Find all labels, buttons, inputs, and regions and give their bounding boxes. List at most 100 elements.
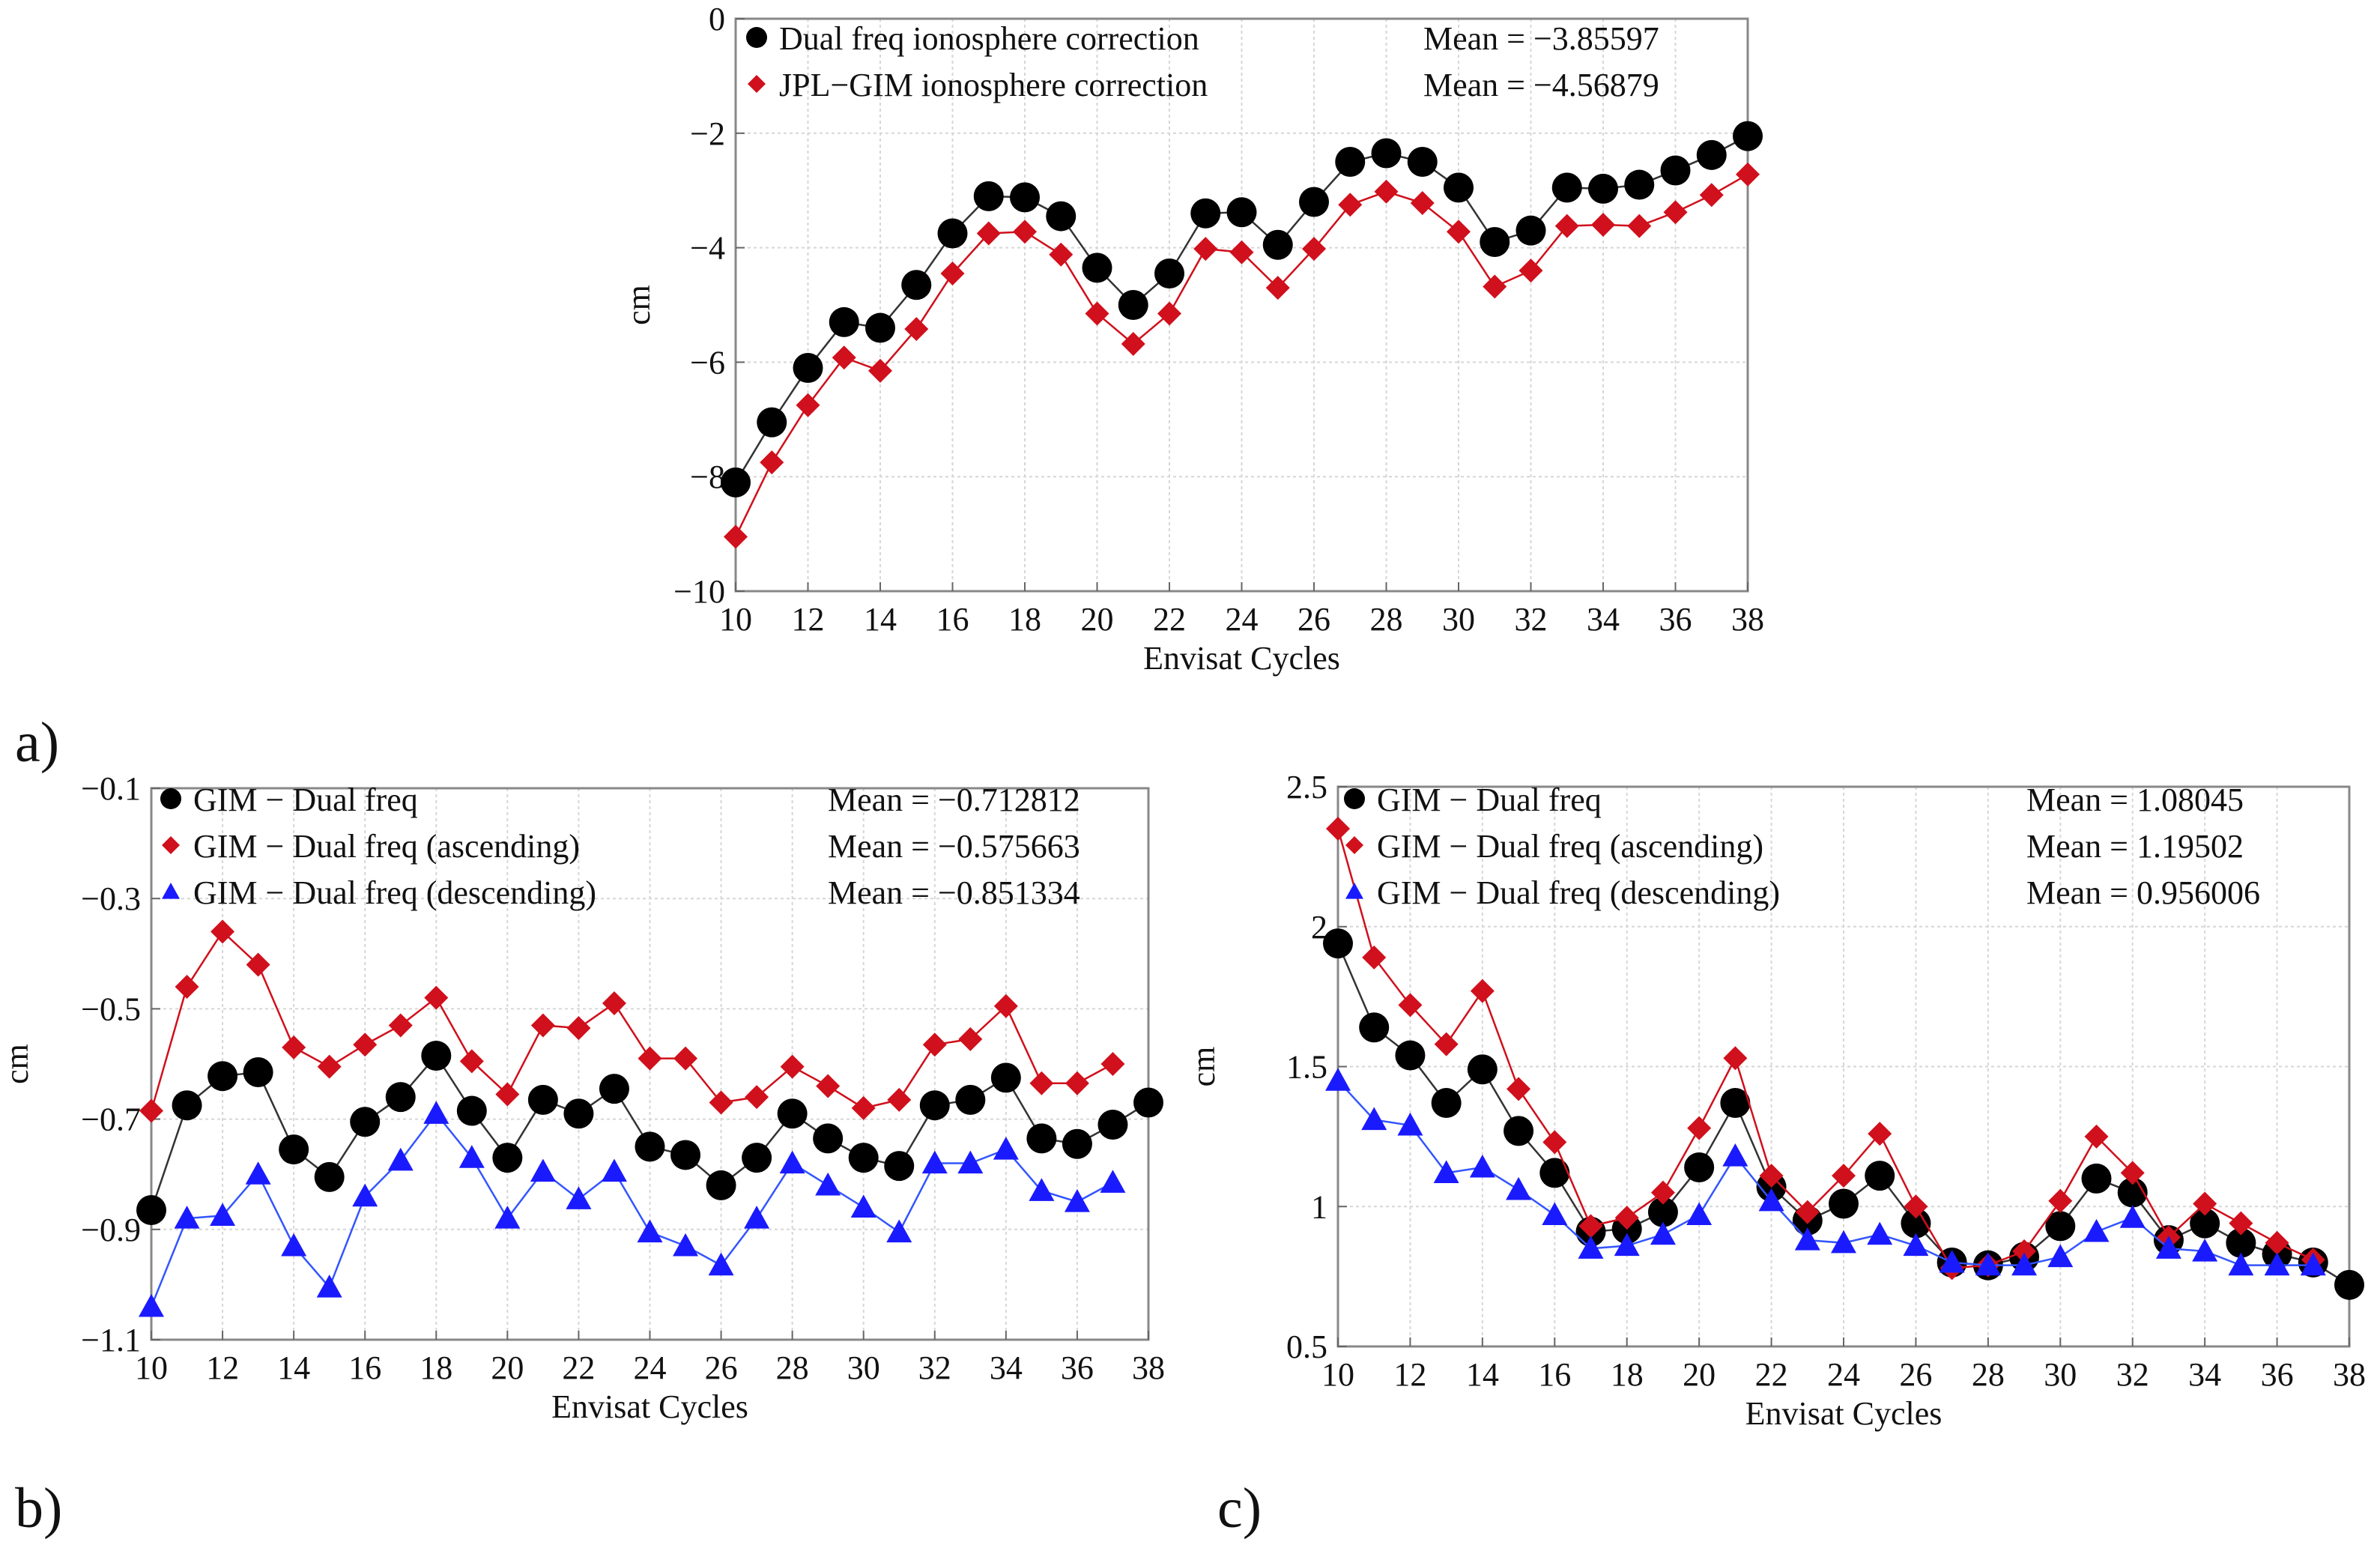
data-point-diamond	[1483, 274, 1507, 299]
data-point-diamond	[1795, 1200, 1820, 1224]
data-point-circle	[865, 312, 895, 343]
x-tick-label: 36	[1061, 1349, 1094, 1386]
data-point-diamond	[796, 393, 820, 417]
data-point-triangle	[993, 1137, 1019, 1160]
data-point-diamond	[424, 985, 449, 1010]
data-point-diamond	[1374, 179, 1399, 204]
x-tick-label: 30	[847, 1349, 880, 1386]
data-point-circle	[243, 1057, 273, 1088]
data-point-diamond	[2265, 1230, 2289, 1255]
data-point-circle	[563, 1098, 594, 1129]
data-point-diamond	[602, 991, 626, 1016]
data-point-diamond	[1398, 993, 1423, 1018]
data-point-diamond	[495, 1082, 520, 1107]
data-point-circle	[527, 1084, 558, 1115]
data-point-diamond	[282, 1035, 306, 1059]
y-tick-label: −2	[690, 115, 725, 152]
data-point-triangle	[1578, 1236, 1604, 1259]
data-point-triangle	[2083, 1218, 2110, 1242]
legend-label-1: GIM − Dual freq	[1377, 781, 1602, 818]
data-point-circle	[1082, 253, 1112, 283]
data-point-triangle	[1614, 1233, 1640, 1257]
data-point-diamond	[940, 261, 965, 285]
data-point-triangle	[744, 1206, 770, 1229]
data-point-diamond	[993, 994, 1018, 1018]
data-point-circle	[456, 1095, 487, 1126]
data-point-triangle	[2300, 1252, 2326, 1276]
legend-marker-2	[748, 75, 766, 93]
data-point-circle	[2081, 1163, 2112, 1194]
data-point-diamond	[1591, 213, 1615, 238]
data-point-diamond	[1265, 276, 1290, 300]
chart-panel-b: 10 12 14 16 18 20 22 24 26 28 30 32 34 36 38 −1.1 −0.9 −0…	[0, 770, 1165, 1425]
data-point-diamond	[638, 1046, 662, 1071]
data-point-triangle	[779, 1150, 805, 1174]
data-point-triangle	[921, 1150, 948, 1174]
data-point-triangle	[708, 1252, 734, 1276]
data-point-diamond	[1157, 301, 1181, 326]
x-tick-label: 14	[1466, 1356, 1499, 1393]
legend-mean-1: Mean = 1.08045	[2026, 781, 2244, 818]
data-point-diamond	[887, 1087, 912, 1112]
data-point-circle	[492, 1143, 523, 1173]
x-tick-label: 24	[1827, 1356, 1860, 1393]
data-point-triangle	[1758, 1188, 1784, 1212]
data-point-diamond	[139, 1098, 163, 1123]
data-point-triangle	[1397, 1112, 1423, 1136]
x-tick-label: 18	[1611, 1356, 1644, 1393]
x-tick-label: 28	[1370, 601, 1403, 638]
data-point-circle	[884, 1151, 915, 1182]
data-point-circle	[1551, 172, 1582, 203]
data-point-circle	[172, 1090, 202, 1121]
data-point-triangle	[815, 1172, 841, 1196]
chart-panel-c: 10 12 14 16 18 20 22 24 26 28 30 32 34 36 38 0.5 1 1.5 2 2.…	[1185, 769, 2366, 1432]
data-point-circle	[1480, 226, 1510, 257]
data-point-circle	[1515, 215, 1546, 246]
x-tick-label: 22	[1755, 1356, 1788, 1393]
x-tick-label: 22	[562, 1349, 595, 1386]
legend-mean-1: Mean = −3.85597	[1423, 20, 1659, 57]
data-point-diamond	[1100, 1052, 1125, 1076]
data-point-triangle	[1469, 1154, 1495, 1178]
data-point-diamond	[1362, 945, 1387, 970]
legend-marker-2	[1345, 836, 1363, 854]
y-tick-label: −4	[690, 230, 725, 267]
legend-marker-2	[162, 836, 180, 854]
data-point-triangle	[174, 1206, 200, 1229]
y-axis-label: cm	[1185, 1047, 1222, 1087]
data-point-circle	[955, 1084, 986, 1115]
data-point-diamond	[1507, 1077, 1531, 1101]
y-tick-label: −6	[690, 344, 725, 381]
data-point-circle	[1829, 1188, 1859, 1219]
data-point-diamond	[1470, 979, 1495, 1003]
data-point-diamond	[388, 1013, 413, 1038]
data-point-triangle	[139, 1293, 164, 1317]
data-point-circle	[1431, 1088, 1462, 1119]
x-tick-label: 34	[2188, 1356, 2221, 1393]
data-point-diamond	[1085, 301, 1109, 326]
y-tick-label: −0.1	[81, 770, 141, 807]
y-tick-label: 1.5	[1286, 1049, 1327, 1086]
data-point-diamond	[353, 1033, 378, 1057]
data-point-diamond	[904, 317, 929, 342]
data-point-circle	[919, 1090, 950, 1121]
x-tick-label: 16	[936, 601, 969, 638]
data-point-diamond	[1049, 242, 1074, 267]
x-tick-label: 38	[2333, 1356, 2366, 1393]
panel-label-b: b)	[15, 1477, 63, 1540]
data-point-circle	[2226, 1227, 2256, 1258]
series-line-2	[150, 930, 1114, 1111]
legend-label-3: GIM − Dual freq (descending)	[1377, 874, 1780, 911]
data-point-circle	[721, 467, 751, 498]
data-point-diamond	[1434, 1032, 1459, 1056]
y-axis-label: cm	[620, 285, 657, 325]
data-point-diamond	[1326, 817, 1350, 841]
legend-mean-2: Mean = 1.19502	[2026, 828, 2244, 865]
data-point-diamond	[2229, 1211, 2253, 1236]
x-tick-label: 32	[1515, 601, 1548, 638]
data-point-diamond	[1663, 200, 1688, 225]
data-point-circle	[1407, 147, 1438, 177]
data-point-triangle	[2228, 1252, 2254, 1276]
data-point-triangle	[957, 1150, 984, 1174]
data-point-triangle	[1100, 1170, 1126, 1193]
